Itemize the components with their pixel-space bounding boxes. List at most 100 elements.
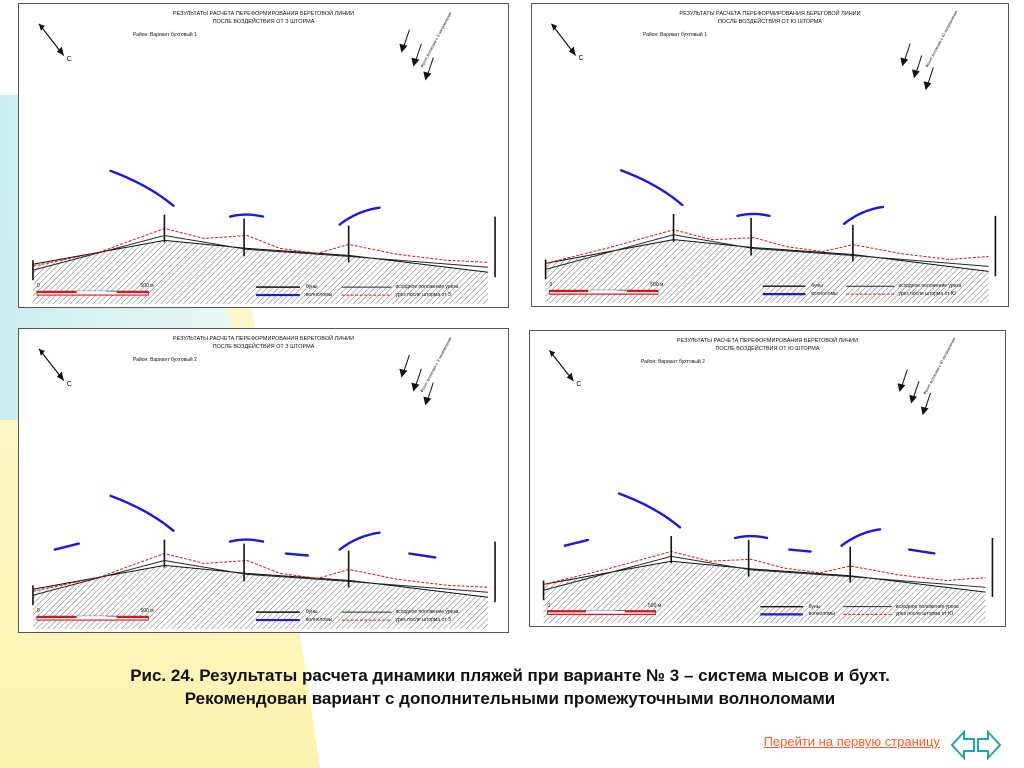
- breakwater: [842, 205, 885, 226]
- wave-arrowhead-icon: [411, 57, 420, 67]
- wave-arrowhead-icon: [897, 383, 906, 392]
- breakwater: [840, 528, 882, 547]
- breakwater: [733, 534, 769, 540]
- scale-segment: [547, 610, 587, 613]
- result-panel-4: РЕЗУЛЬТАТЫ РАСЧЕТА ПЕРЕФОРМИРОВАНИЯ БЕРЕ…: [529, 330, 1006, 627]
- scale-500-label: 500 м: [650, 282, 664, 289]
- initial-shoreline: [545, 234, 989, 270]
- scale-zero-label: 0: [36, 608, 40, 615]
- initial-shoreline: [32, 234, 489, 271]
- panel-title-line1: РЕЗУЛЬТАТЫ РАСЧЕТА ПЕРЕФОРМИРОВАНИЯ БЕРЕ…: [679, 11, 861, 17]
- scale-segment: [76, 291, 107, 294]
- panel-drawing: [544, 23, 997, 304]
- breakwater: [338, 531, 381, 551]
- scale-segment: [627, 290, 659, 293]
- nav-arrows-icon[interactable]: [950, 728, 1002, 762]
- coast-edge: [543, 560, 986, 593]
- wave-arrowhead-icon: [399, 368, 408, 378]
- breakwater: [228, 213, 265, 218]
- wave-arrow-icon: [901, 369, 908, 388]
- wave-arrowhead-icon: [399, 43, 408, 53]
- wave-arrowhead-icon: [912, 69, 920, 79]
- scale-segment: [116, 616, 149, 619]
- legend-groins: буны: [811, 283, 823, 290]
- legend-groins: буны: [305, 284, 318, 291]
- breakwater: [408, 552, 437, 559]
- initial-shoreline: [32, 559, 489, 596]
- coast-edge: [545, 239, 989, 272]
- north-label: С: [576, 381, 582, 389]
- legend-initial: исходное положение уреза: [895, 603, 959, 610]
- land-hatching: [32, 565, 489, 630]
- breakwater: [617, 492, 682, 529]
- land-hatching: [32, 240, 489, 305]
- wave-arrowhead-icon: [900, 57, 909, 67]
- scale-500-label: 500 м: [140, 608, 154, 615]
- wave-arrowhead-icon: [423, 71, 432, 81]
- result-panel-1: РЕЗУЛЬТАТЫ РАСЧЕТА ПЕРЕФОРМИРОВАНИЯ БЕРЕ…: [18, 3, 509, 308]
- panel-title-line2: ПОСЛЕ ВОЗДЕЙСТВИЯ ОТ З ШТОРМА: [212, 344, 315, 350]
- breakwater: [109, 169, 175, 207]
- breakwater: [563, 538, 590, 547]
- north-arrowhead-icon: [566, 372, 574, 382]
- panel-drawing: [32, 23, 496, 305]
- north-arrowhead-icon: [56, 46, 64, 56]
- wave-arrow-icon: [426, 382, 434, 401]
- panel-region: Район: Вариант бухтовый 1: [643, 32, 707, 38]
- breakwater: [109, 494, 175, 532]
- scale-segment: [586, 610, 616, 613]
- north-tail-icon: [551, 23, 558, 31]
- panel-drawing: [542, 349, 994, 624]
- scale-segment: [36, 291, 77, 294]
- legend-groins: буны: [808, 603, 821, 610]
- north-arrowhead-icon: [568, 46, 576, 56]
- legend-breakwaters: волноломы: [811, 291, 838, 298]
- legend-after-storm: урез после шторма от Ю: [895, 611, 954, 618]
- breakwater: [788, 548, 812, 553]
- legend-initial: исходное положение уреза: [395, 609, 459, 616]
- land-hatching: [543, 561, 986, 624]
- wave-arrowhead-icon: [923, 81, 932, 91]
- coast-edge: [32, 239, 489, 273]
- wave-arrow-icon: [426, 57, 434, 76]
- legend-after-storm: урез после шторма от З: [395, 617, 451, 624]
- panel-title-line1: РЕЗУЛЬТАТЫ РАСЧЕТА ПЕРЕФОРМИРОВАНИЯ БЕРЕ…: [172, 11, 355, 17]
- legend-initial: исходное положение уреза: [898, 283, 962, 290]
- shoreline-after-storm: [545, 229, 989, 264]
- panel-drawing: [32, 348, 496, 630]
- wave-arrow-icon: [414, 43, 422, 62]
- wave-arrow-icon: [927, 67, 934, 86]
- wave-arrowhead-icon: [920, 406, 929, 416]
- scale-segment: [588, 290, 618, 293]
- north-label: С: [66, 55, 72, 63]
- scale-segment: [624, 610, 656, 613]
- shoreline-after-storm: [32, 227, 489, 267]
- legend-breakwaters: волноломы: [808, 611, 836, 618]
- coast-edge: [32, 564, 489, 598]
- scale-500-label: 500 м: [140, 283, 154, 290]
- scale-segment: [36, 616, 77, 619]
- panel-title-line2: ПОСЛЕ ВОЗДЕЙСТВИЯ ОТ З ШТОРМА: [212, 19, 315, 25]
- wave-arrow-icon: [414, 368, 422, 387]
- first-page-link[interactable]: Перейти на первую страницу: [763, 734, 940, 749]
- breakwater: [284, 552, 310, 557]
- result-panel-3: РЕЗУЛЬТАТЫ РАСЧЕТА ПЕРЕФОРМИРОВАНИЯ БЕРЕ…: [18, 328, 509, 633]
- initial-shoreline: [543, 555, 986, 591]
- shoreline-after-storm: [32, 552, 489, 592]
- wave-arrow-icon: [912, 381, 920, 399]
- panel-title-line1: РЕЗУЛЬТАТЫ РАСЧЕТА ПЕРЕФОРМИРОВАНИЯ БЕРЕ…: [172, 336, 355, 342]
- scale-zero-label: 0: [36, 283, 40, 290]
- scale-500-label: 500 м: [648, 602, 662, 609]
- wave-arrowhead-icon: [423, 396, 432, 406]
- north-label: С: [578, 55, 584, 63]
- wave-arrow-icon: [402, 354, 410, 373]
- north-tail-icon: [38, 348, 45, 356]
- wave-arrow-icon: [903, 43, 911, 62]
- scale-segment: [549, 290, 589, 293]
- breakwater: [338, 206, 381, 226]
- breakwater: [908, 548, 936, 555]
- wave-arrow-icon: [915, 55, 923, 74]
- panel-title-line2: ПОСЛЕ ВОЗДЕЙСТВИЯ ОТ Ю ШТОРМА: [715, 346, 820, 352]
- legend-after-storm: урез после шторма от З: [395, 292, 451, 299]
- scale-zero-label: 0: [549, 282, 553, 289]
